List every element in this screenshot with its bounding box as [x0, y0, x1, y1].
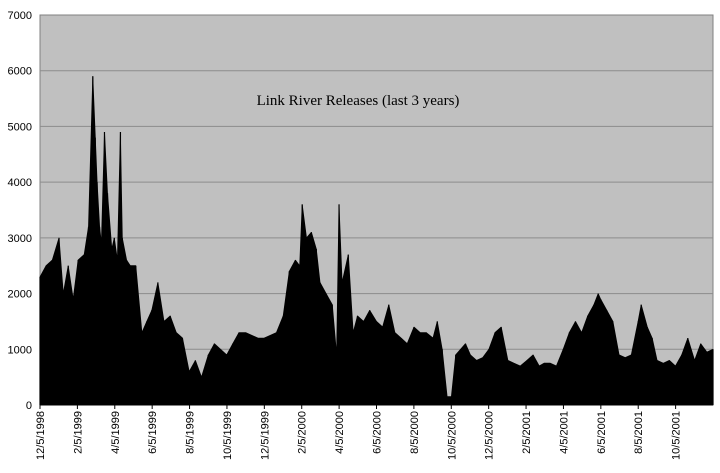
- x-tick-label: 6/5/1999: [147, 411, 159, 454]
- x-tick-label: 10/5/2000: [446, 411, 458, 460]
- x-tick-label: 8/5/1999: [185, 411, 197, 454]
- y-tick-label: 4000: [8, 177, 32, 189]
- y-tick-label: 6000: [8, 66, 32, 78]
- x-axis: 12/5/1998 2/5/1999 4/5/1999 6/5/1999 8/5/199…: [35, 404, 713, 460]
- x-tick-label: 10/5/1999: [222, 411, 234, 460]
- y-tick-label: 3000: [8, 233, 32, 245]
- y-axis: 0 1000 2000 3000 4000 5000 6000 7000: [8, 10, 32, 412]
- x-tick-label: 2/5/2000: [297, 411, 309, 454]
- y-tick-label: 7000: [8, 10, 32, 22]
- x-tick-label: 12/5/2000: [484, 411, 496, 460]
- x-tick-label: 12/5/1999: [259, 411, 271, 460]
- x-tick-label: 4/5/2001: [558, 411, 570, 454]
- x-tick-label: 2/5/1999: [72, 411, 84, 454]
- x-tick-label: 12/5/1998: [35, 411, 47, 460]
- x-tick-label: 4/5/2000: [334, 411, 346, 454]
- chart-title: Link River Releases (last 3 years): [257, 93, 460, 109]
- series-layer: [39, 76, 714, 406]
- x-tick-label: 8/5/2001: [633, 411, 645, 454]
- x-tick-label: 8/5/2000: [409, 411, 421, 454]
- x-tick-label: 6/5/2000: [372, 411, 384, 454]
- x-tick-label: 6/5/2001: [596, 411, 608, 454]
- y-tick-label: 2000: [8, 289, 32, 301]
- y-tick-label: 1000: [8, 344, 32, 356]
- y-tick-label: 5000: [8, 121, 32, 133]
- x-tick-label: 2/5/2001: [521, 411, 533, 454]
- x-tick-label: 4/5/1999: [110, 411, 122, 454]
- x-tick-label: 10/5/2001: [671, 411, 683, 460]
- y-tick-label: 0: [26, 400, 32, 412]
